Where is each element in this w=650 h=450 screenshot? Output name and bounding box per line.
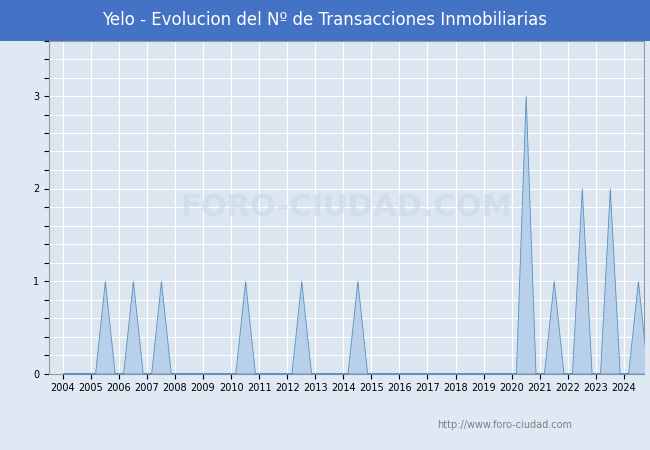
Text: Yelo - Evolucion del Nº de Transacciones Inmobiliarias: Yelo - Evolucion del Nº de Transacciones… xyxy=(103,11,547,29)
Text: FORO-CIUDAD.COM: FORO-CIUDAD.COM xyxy=(180,193,512,221)
Text: http://www.foro-ciudad.com: http://www.foro-ciudad.com xyxy=(437,420,572,430)
